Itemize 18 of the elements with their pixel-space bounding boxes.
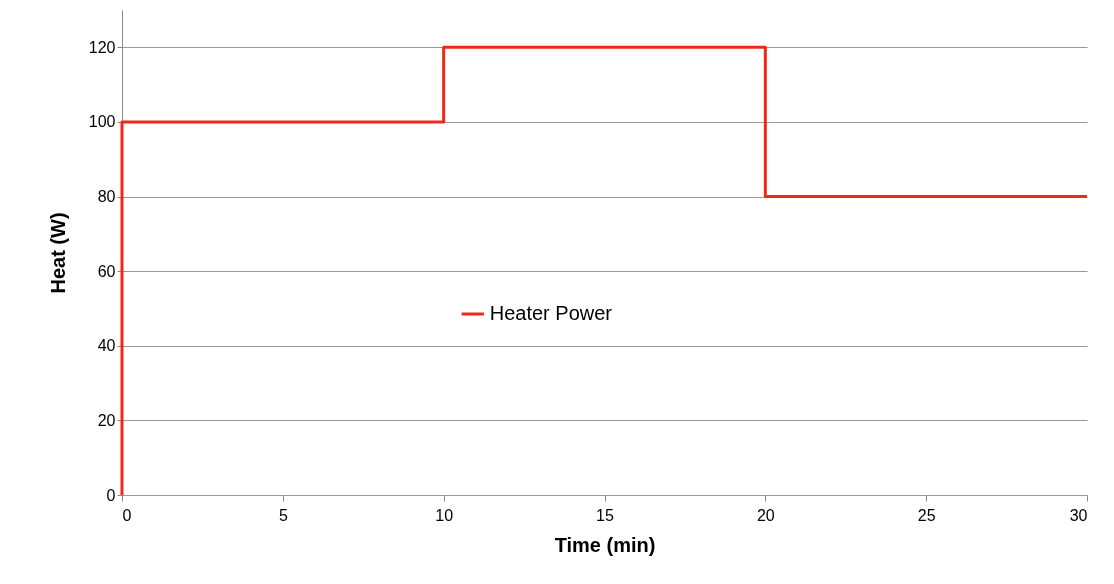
legend-label: Heater Power xyxy=(489,302,613,324)
x-tick-label: 25 xyxy=(917,506,936,524)
y-tick-label: 40 xyxy=(97,337,116,355)
line-series xyxy=(120,45,1089,497)
y-tick-label: 60 xyxy=(97,262,116,280)
y-axis-title: Heat (W) xyxy=(46,212,69,294)
x-tick-label: 15 xyxy=(596,506,614,524)
y-tick-label: 120 xyxy=(88,38,116,56)
y-tick-label: 0 xyxy=(106,486,116,504)
y-tick-label: 80 xyxy=(97,188,116,206)
y-tick-label: 20 xyxy=(97,411,116,429)
x-tick-label: 10 xyxy=(435,506,454,524)
x-tick-label: 30 xyxy=(1069,506,1088,524)
x-tick-label: 5 xyxy=(278,506,288,524)
y-tick-label: 100 xyxy=(88,113,116,131)
x-tick-label: 0 xyxy=(122,506,132,524)
x-axis-title: Time (min) xyxy=(554,533,656,556)
x-tick-label: 20 xyxy=(756,506,775,524)
